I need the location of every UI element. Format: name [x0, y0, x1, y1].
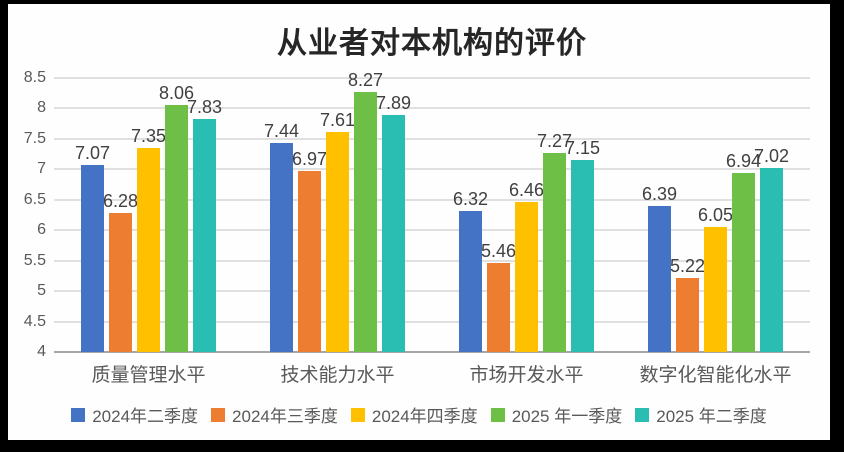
y-tick-label: 8.5 — [23, 69, 46, 86]
gridline — [54, 229, 810, 232]
bar-value-label: 7.07 — [74, 143, 111, 164]
gridline — [54, 290, 810, 293]
category-label-市场开发水平: 市场开发水平 — [469, 365, 584, 386]
legend-item: 2024年三季度 — [211, 402, 338, 427]
bar-2024年三季度-质量管理水平 — [109, 213, 132, 352]
bar-value-label: 7.27 — [536, 130, 573, 151]
bar-value-label: 6.05 — [697, 205, 734, 226]
bar-value-label: 6.97 — [291, 149, 328, 170]
plot-area: 7.07 6.28 7.35 8.06 7.83 7.44 6.97 7.61 8.27 7.89… — [54, 70, 810, 353]
bar-2024年四季度-技术能力水平 — [326, 132, 349, 352]
bar-value-label: 5.46 — [480, 241, 517, 262]
chart-title: 从业者对本机构的评价 — [277, 27, 587, 60]
legend: 2024年二季度 2024年三季度 2024年四季度 2025 年一季度 2025 年二… — [8, 402, 830, 427]
legend-swatch-icon — [490, 407, 505, 422]
bar-2025 年一季度-技术能力水平 — [354, 92, 377, 352]
legend-swatch-icon — [71, 407, 86, 422]
y-tick-label: 7 — [37, 160, 46, 178]
bar-value-label: 6.46 — [508, 180, 545, 201]
category-label-数字化智能化水平: 数字化智能化水平 — [639, 365, 792, 386]
bar-2025 年二季度-技术能力水平 — [382, 115, 405, 352]
bar-2024年三季度-市场开发水平 — [487, 263, 510, 352]
y-tick-label: 5 — [37, 282, 46, 300]
legend-swatch-icon — [211, 407, 226, 422]
bar-value-label: 7.44 — [263, 120, 300, 141]
bar-2024年二季度-市场开发水平 — [459, 210, 482, 352]
legend-item: 2025 年二季度 — [635, 402, 767, 427]
legend-swatch-icon — [350, 407, 365, 422]
bar-2024年二季度-技术能力水平 — [270, 142, 293, 352]
y-tick-label: 6 — [37, 221, 46, 239]
bar-value-label: 6.28 — [102, 191, 139, 212]
legend-label: 2025 年一季度 — [511, 407, 623, 426]
bar-value-label: 7.83 — [186, 96, 223, 117]
bar-2024年三季度-技术能力水平 — [298, 171, 321, 352]
gridline — [54, 107, 810, 110]
bar-value-label: 6.32 — [452, 188, 489, 209]
legend-label: 2024年二季度 — [92, 407, 199, 426]
bar-2025 年二季度-市场开发水平 — [571, 160, 594, 352]
y-tick-label: 8 — [37, 99, 46, 117]
gridline — [54, 198, 810, 201]
legend-label: 2025 年二季度 — [656, 407, 767, 426]
category-label-技术能力水平: 技术能力水平 — [280, 365, 395, 386]
category-label-质量管理水平: 质量管理水平 — [91, 365, 206, 386]
bar-value-label: 7.61 — [319, 110, 356, 131]
bar-value-label: 6.39 — [641, 184, 678, 205]
bar-value-label: 7.15 — [564, 138, 601, 159]
x-axis-line — [54, 351, 810, 353]
gridline — [54, 259, 810, 262]
y-tick-label: 6.5 — [23, 190, 46, 208]
y-tick-label: 4 — [37, 343, 46, 360]
bar-value-label: 7.35 — [130, 126, 167, 147]
legend-item: 2024年四季度 — [350, 402, 478, 427]
bar-2025 年一季度-数字化智能化水平 — [732, 173, 755, 352]
bar-2024年二季度-质量管理水平 — [81, 165, 104, 352]
bar-2025 年二季度-质量管理水平 — [193, 118, 216, 352]
bar-2025 年一季度-市场开发水平 — [543, 152, 566, 352]
bar-value-label: 8.27 — [347, 70, 384, 91]
bar-2024年四季度-质量管理水平 — [137, 148, 160, 352]
gridline — [54, 320, 810, 323]
legend-item: 2024年二季度 — [71, 402, 198, 427]
bar-value-label: 5.22 — [669, 255, 706, 276]
bar-value-label: 7.02 — [753, 146, 790, 167]
legend-item: 2025 年一季度 — [490, 402, 623, 427]
y-tick-label: 5.5 — [23, 251, 46, 269]
bar-2024年三季度-数字化智能化水平 — [676, 277, 699, 352]
y-tick-label: 7.5 — [23, 129, 46, 147]
chart-canvas: 从业者对本机构的评价 4 4.5 5 5.5 6 6.5 7 7.5 8 8.5 7.07 6.28… — [8, 4, 830, 440]
legend-swatch-icon — [635, 407, 650, 422]
bar-value-label: 7.89 — [375, 93, 412, 114]
bar-value-label: 6.94 — [725, 151, 762, 171]
legend-label: 2024年四季度 — [371, 407, 478, 426]
y-tick-label: 4.5 — [23, 312, 46, 330]
bar-2025 年二季度-数字化智能化水平 — [760, 168, 783, 352]
bar-2024年四季度-数字化智能化水平 — [704, 227, 727, 352]
gridline — [54, 168, 810, 171]
gridline — [54, 77, 810, 79]
bar-value-label: 8.06 — [158, 82, 195, 103]
bar-2025 年一季度-质量管理水平 — [165, 104, 188, 352]
bar-2024年四季度-市场开发水平 — [515, 202, 538, 352]
bar-2024年二季度-数字化智能化水平 — [648, 206, 671, 352]
legend-label: 2024年三季度 — [232, 407, 338, 426]
gridline — [54, 137, 810, 140]
